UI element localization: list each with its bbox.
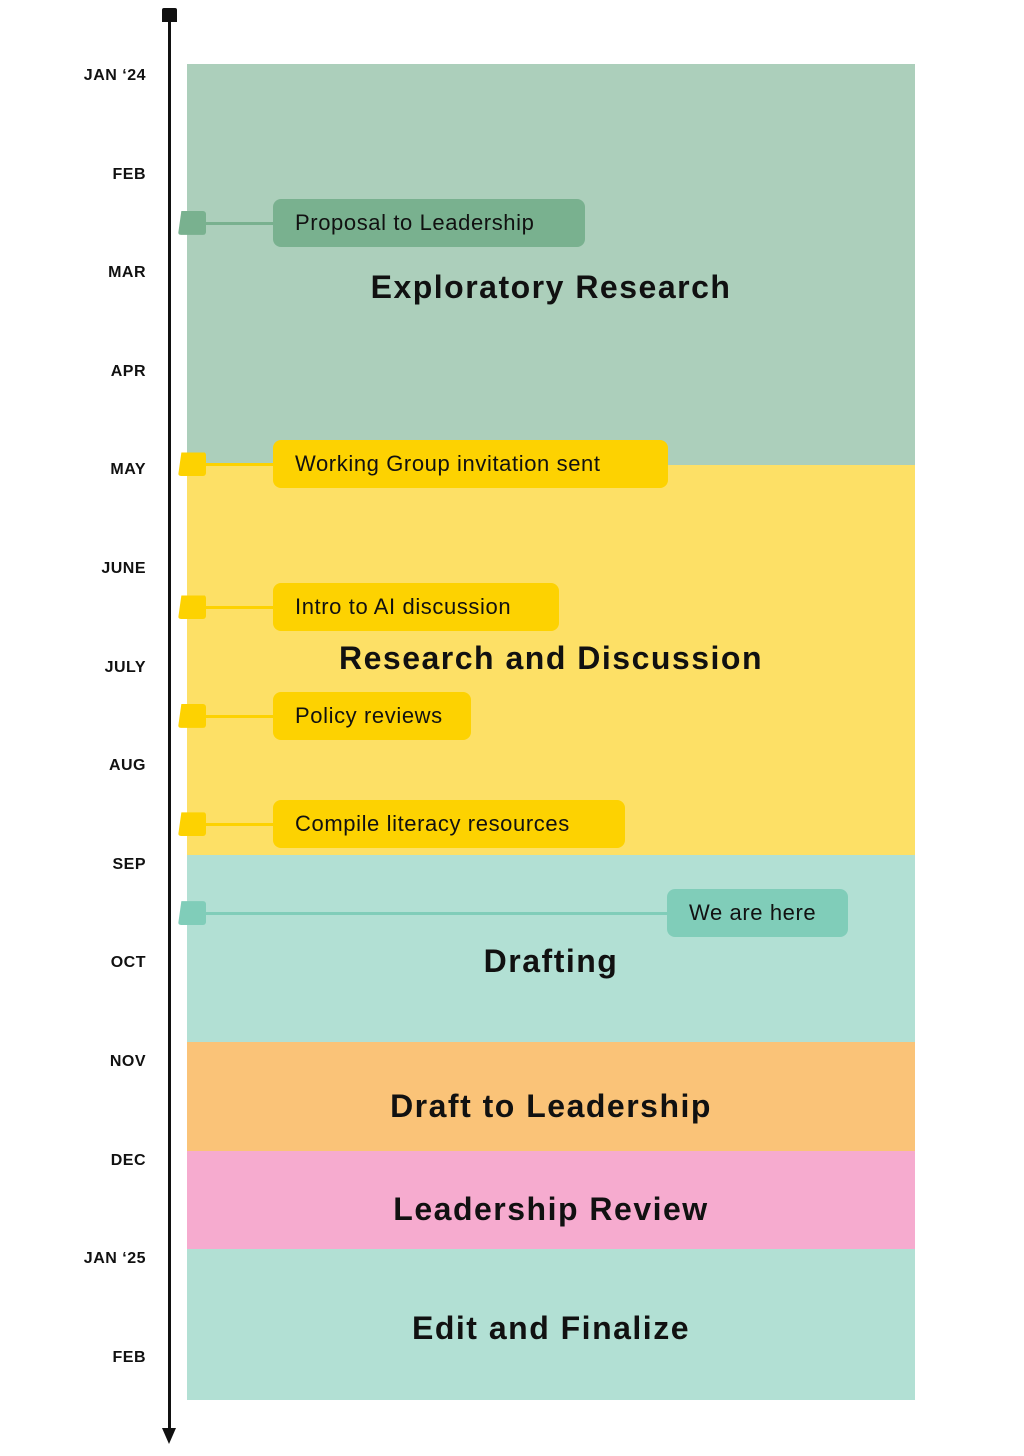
month-label: JAN ‘25 <box>83 1250 146 1268</box>
phase-block <box>187 64 915 466</box>
month-label: APR <box>110 362 146 380</box>
milestone-flag-icon <box>178 452 206 477</box>
phase-title: Research and Discussion <box>339 640 763 676</box>
phase-title: Draft to Leadership <box>390 1088 712 1124</box>
milestone-flag-icon <box>178 703 206 728</box>
month-label: NOV <box>109 1053 146 1070</box>
month-label: DEC <box>110 1151 146 1169</box>
milestone-label: Compile literacy resources <box>273 800 625 849</box>
phase-title: Leadership Review <box>393 1191 709 1227</box>
milestone-flag-icon <box>178 901 206 926</box>
phase-title: Edit and Finalize <box>412 1310 690 1346</box>
milestone-connector <box>204 221 273 225</box>
month-label: JUNE <box>101 560 146 577</box>
milestone-label: Policy reviews <box>273 691 471 740</box>
axis-arrow-icon <box>162 1428 176 1444</box>
phase-block <box>187 1249 915 1400</box>
milestone-flag-icon <box>178 595 206 620</box>
month-label: JAN ‘24 <box>83 67 146 84</box>
phase-block <box>187 1042 915 1151</box>
milestone-connector <box>204 606 273 610</box>
milestone-label: Intro to AI discussion <box>273 583 559 632</box>
axis-start-cap <box>162 8 177 22</box>
month-label: SEP <box>112 855 146 873</box>
month-label: FEB <box>112 1348 146 1366</box>
milestone-label: We are here <box>667 889 848 938</box>
month-label: FEB <box>112 165 146 183</box>
milestone-connector <box>204 463 273 467</box>
milestone-connector <box>204 823 273 827</box>
month-label: MAR <box>108 264 146 282</box>
timeline-axis <box>168 14 171 1438</box>
phase-block <box>187 854 915 1043</box>
month-label: OCT <box>110 954 146 972</box>
month-label: JULY <box>104 658 146 676</box>
month-label: AUG <box>108 757 146 775</box>
milestone-flag-icon <box>178 812 206 837</box>
milestone-connector <box>204 912 667 916</box>
phase-title: Exploratory Research <box>370 269 732 305</box>
phase-title: Drafting <box>483 943 619 979</box>
phase-block <box>187 1150 915 1250</box>
milestone-connector <box>204 714 273 718</box>
month-label: MAY <box>110 461 146 479</box>
milestone-label: Proposal to Leadership <box>273 198 585 247</box>
milestone-label: Working Group invitation sent <box>273 440 668 489</box>
phase-block <box>187 465 915 855</box>
milestone-flag-icon <box>178 210 206 235</box>
